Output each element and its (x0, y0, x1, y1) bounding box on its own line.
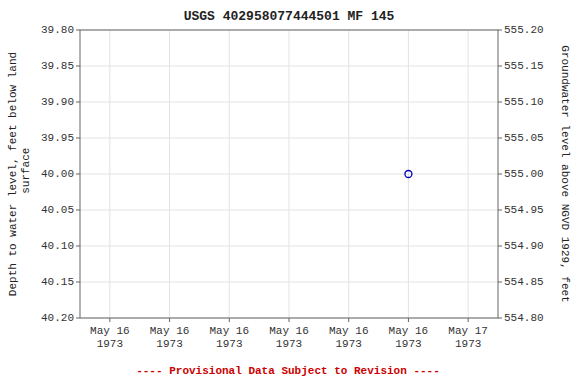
tick-mark (76, 246, 80, 247)
text-line: May 16 (269, 325, 309, 337)
text-line: 1973 (336, 338, 362, 350)
x-tick-label: May 161973 (329, 325, 369, 350)
tick-mark (169, 318, 170, 322)
y2-tick-label: 555.20 (504, 24, 544, 36)
text-line: 1973 (97, 338, 123, 350)
text-line: May 16 (209, 325, 249, 337)
y-tick-label: 39.95 (41, 132, 74, 144)
y-tick-label: 40.00 (41, 168, 74, 180)
text-line: 1973 (216, 338, 242, 350)
text-line: Depth to water level, feet below land (7, 52, 19, 296)
text-line: 1973 (395, 338, 421, 350)
text-line: May 17 (448, 325, 488, 337)
tick-mark (289, 318, 290, 322)
x-tick-label: May 161973 (90, 325, 130, 350)
x-tick-label: May 161973 (269, 325, 309, 350)
y2-axis-label: Groundwater level above NGVD 1929, feet (559, 45, 571, 302)
tick-mark (76, 210, 80, 211)
y2-tick-label: 554.90 (504, 240, 544, 252)
tick-mark (76, 138, 80, 139)
y2-tick-label: 554.85 (504, 276, 544, 288)
point (405, 171, 412, 178)
y-tick-label: 40.15 (41, 276, 74, 288)
axes: 39.80 39.85 39.90 39.95 40.00 40.05 40.10 40.15… (41, 24, 544, 350)
tick-mark (348, 318, 349, 322)
y2-tick-label: 555.10 (504, 96, 544, 108)
text-line: 1973 (276, 338, 302, 350)
tick-mark (498, 102, 502, 103)
grid-line (408, 30, 409, 318)
grid-line (468, 30, 469, 318)
grid (80, 30, 498, 318)
text-line: May 16 (329, 325, 369, 337)
grid-line (229, 30, 230, 318)
tick-mark (76, 174, 80, 175)
text-line: May 16 (389, 325, 429, 337)
marks (405, 171, 412, 178)
y-tick-label: 39.85 (41, 60, 74, 72)
text-line: 1973 (156, 338, 182, 350)
x-tick-label: May 161973 (389, 325, 429, 350)
tick-mark (468, 318, 469, 322)
chart: 39.80 39.85 39.90 39.95 40.00 40.05 40.10 40.15… (0, 0, 576, 384)
x-tick-label: May 161973 (150, 325, 190, 350)
y2-tick-label: 554.95 (504, 204, 544, 216)
tick-mark (109, 318, 110, 322)
y-tick-label: 40.10 (41, 240, 74, 252)
y-label-group: Depth to water level, feet below land su… (7, 52, 32, 296)
grid-line (289, 30, 290, 318)
y2-tick-label: 555.15 (504, 60, 544, 72)
y2-tick-label: 555.05 (504, 132, 544, 144)
tick-mark (76, 30, 80, 31)
grid-line (348, 30, 349, 318)
tick-mark (76, 66, 80, 67)
plot-frame (80, 30, 498, 318)
tick-mark (76, 318, 80, 319)
tick-mark (498, 174, 502, 175)
tick-mark (408, 318, 409, 322)
y2-label-group: Groundwater level above NGVD 1929, feet (559, 45, 571, 302)
tick-mark (498, 66, 502, 67)
tick-mark (229, 318, 230, 322)
x-tick-label: May 171973 (448, 325, 488, 350)
tick-mark (498, 246, 502, 247)
text-line: 1973 (455, 338, 481, 350)
tick-mark (498, 30, 502, 31)
y-tick-label: 40.20 (41, 312, 74, 324)
y-tick-label: 40.05 (41, 204, 74, 216)
annotation: ---- Provisional Data Subject to Revisio… (136, 365, 440, 377)
tick-mark (498, 138, 502, 139)
text-line: surface (20, 148, 32, 201)
text-line: May 16 (150, 325, 190, 337)
grid-line (169, 30, 170, 318)
tick-mark (498, 210, 502, 211)
grid-line (109, 30, 110, 318)
x-tick-label: May 161973 (209, 325, 249, 350)
tick-mark (498, 318, 502, 319)
y-tick-label: 39.90 (41, 96, 74, 108)
tick-mark (76, 102, 80, 103)
tick-mark (76, 282, 80, 283)
y-axis-label: Depth to water level, feet below land su… (7, 52, 32, 296)
tick-mark (498, 282, 502, 283)
y-tick-label: 39.80 (41, 24, 74, 36)
background (0, 0, 576, 384)
y2-tick-label: 555.00 (504, 168, 544, 180)
y2-tick-label: 554.80 (504, 312, 544, 324)
title: USGS 402958077444501 MF 145 (184, 9, 395, 24)
text-line: May 16 (90, 325, 130, 337)
